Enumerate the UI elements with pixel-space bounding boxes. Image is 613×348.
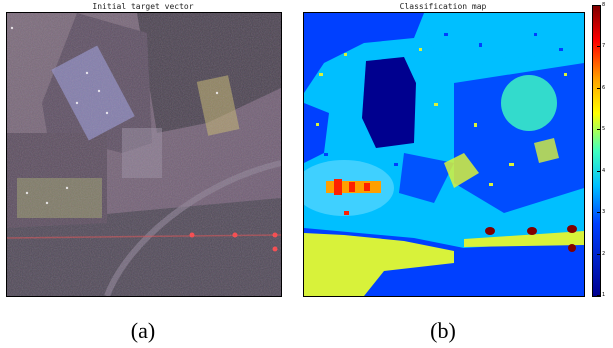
colorbar-tick-mark [597,171,600,172]
colorbar-tick-mark [597,46,600,47]
panel-b-title: Classification map [399,2,487,11]
sar-image-svg [7,13,281,296]
class-region-red [344,211,349,215]
class-region [501,75,557,131]
class-region-red [349,182,355,192]
colorbar-tick-mark [597,212,600,213]
class-region-yellow [534,138,559,163]
colorbar-tick-mark [597,129,600,130]
colorbar-tick-label: 4 [602,168,606,174]
class-region-yellow [444,153,479,188]
colorbar-tick-label: 8 [602,2,606,8]
classification-map-svg [304,13,584,296]
class-region-red [334,179,342,195]
class-region-dark [362,57,416,148]
sar-image [6,12,282,297]
colorbar-tick-mark [597,295,600,296]
colorbar-tick-mark [597,254,600,255]
panel-a-title: Initial target vector [92,2,194,11]
class-point-dark-red [568,244,576,252]
class-point-dark-red [567,225,577,233]
colorbar-tick-label: 6 [602,85,606,91]
class-point-dark-red [527,227,537,235]
class-region-yellow [464,231,584,247]
colorbar-tick-label: 5 [602,126,606,132]
colorbar-tick-label: 1 [602,292,606,298]
colorbar-tick-label: 3 [602,209,606,215]
class-point-dark-red [485,227,495,235]
class-region-yellow [304,233,454,296]
colorbar-tick-label: 2 [602,251,606,257]
colorbar [592,5,601,297]
colorbar-tick-mark [597,5,600,6]
panel-b-caption: (b) [430,318,456,343]
colorbar-tick-label: 7 [602,43,606,49]
class-region-red [364,183,370,191]
class-region [304,103,329,163]
classification-map [303,12,585,297]
colorbar-tick-mark [597,88,600,89]
panel-a-caption: (a) [130,318,156,343]
class-region [399,153,454,203]
class-region [304,13,424,93]
class-region [424,13,584,73]
